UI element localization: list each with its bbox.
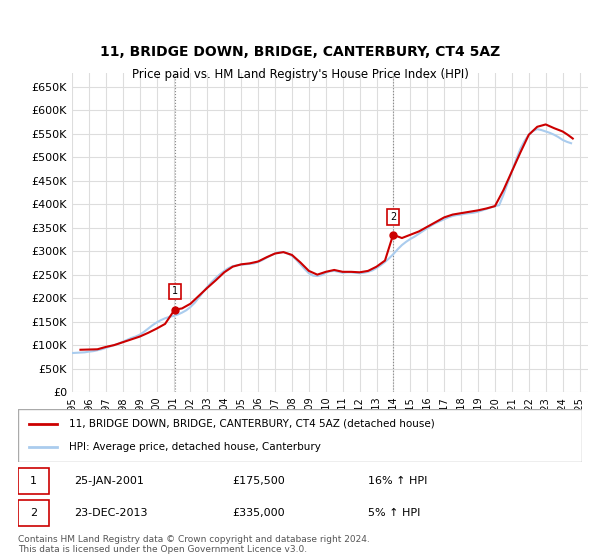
Text: 16% ↑ HPI: 16% ↑ HPI	[368, 476, 427, 486]
Text: 2: 2	[29, 508, 37, 518]
Text: Price paid vs. HM Land Registry's House Price Index (HPI): Price paid vs. HM Land Registry's House …	[131, 68, 469, 81]
Text: £175,500: £175,500	[232, 476, 285, 486]
FancyBboxPatch shape	[18, 409, 582, 462]
Text: HPI: Average price, detached house, Canterbury: HPI: Average price, detached house, Cant…	[69, 442, 320, 452]
Text: 11, BRIDGE DOWN, BRIDGE, CANTERBURY, CT4 5AZ (detached house): 11, BRIDGE DOWN, BRIDGE, CANTERBURY, CT4…	[69, 419, 434, 429]
Text: 1: 1	[30, 476, 37, 486]
Text: 23-DEC-2013: 23-DEC-2013	[74, 508, 148, 518]
Text: 2: 2	[390, 212, 396, 222]
FancyBboxPatch shape	[18, 500, 49, 526]
Text: 1: 1	[172, 287, 178, 296]
Text: £335,000: £335,000	[232, 508, 285, 518]
Text: 5% ↑ HPI: 5% ↑ HPI	[368, 508, 420, 518]
Text: Contains HM Land Registry data © Crown copyright and database right 2024.
This d: Contains HM Land Registry data © Crown c…	[18, 535, 370, 554]
Text: 11, BRIDGE DOWN, BRIDGE, CANTERBURY, CT4 5AZ: 11, BRIDGE DOWN, BRIDGE, CANTERBURY, CT4…	[100, 45, 500, 59]
FancyBboxPatch shape	[18, 468, 49, 494]
Text: 25-JAN-2001: 25-JAN-2001	[74, 476, 144, 486]
